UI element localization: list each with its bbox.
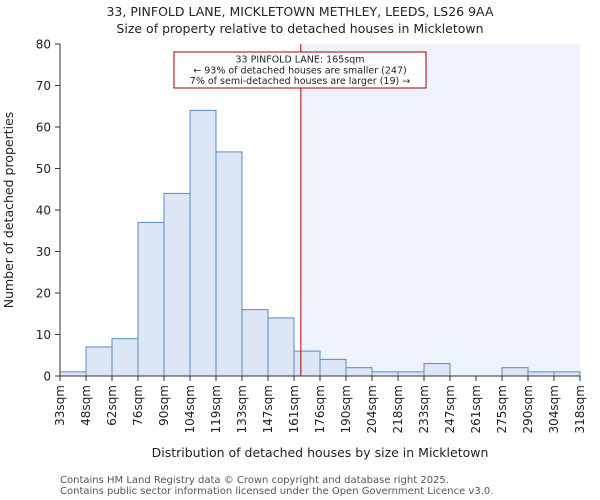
x-tick-label: 176sqm	[313, 385, 327, 433]
annotation-line-3: 7% of semi-detached houses are larger (1…	[190, 76, 410, 87]
histogram-bar-161sqm	[293, 350, 321, 377]
x-tick-label: 119sqm	[209, 385, 223, 433]
annotation-line-2: ← 93% of detached houses are smaller (24…	[193, 66, 406, 77]
x-tick-label: 218sqm	[391, 385, 405, 433]
histogram-bar-275sqm	[501, 367, 529, 377]
histogram-bar-204sqm	[371, 371, 399, 377]
footer-copyright: Contains HM Land Registry data © Crown c…	[60, 475, 449, 486]
x-tick-label: 133sqm	[235, 385, 249, 433]
footer-licence: Contains public sector information licen…	[60, 486, 493, 497]
y-tick-label: 20	[36, 287, 51, 301]
histogram-bar-90sqm	[163, 192, 191, 377]
y-tick-label: 0	[43, 370, 51, 384]
x-tick-label: 261sqm	[469, 385, 483, 433]
larger-region-shading	[300, 44, 580, 376]
histogram-bar-33sqm	[59, 371, 87, 377]
x-tick-label: 33sqm	[53, 385, 67, 426]
x-axis-label: Distribution of detached houses by size …	[152, 445, 489, 460]
annotation-line-1: 33 PINFOLD LANE: 165sqm	[235, 55, 364, 66]
histogram-bar-218sqm	[397, 371, 425, 377]
y-tick-label: 40	[36, 204, 51, 218]
x-tick-label: 275sqm	[495, 385, 509, 433]
y-tick-label: 80	[36, 38, 51, 52]
y-tick-label: 70	[36, 79, 51, 93]
histogram-bar-76sqm	[137, 221, 165, 377]
y-tick-label: 10	[36, 328, 51, 342]
histogram-bar-119sqm	[215, 151, 243, 377]
x-tick-label: 318sqm	[573, 385, 587, 433]
histogram-bar-176sqm	[319, 358, 347, 377]
y-tick-label: 50	[36, 162, 51, 176]
x-tick-label: 204sqm	[365, 385, 379, 433]
annotation-frame	[173, 51, 427, 89]
histogram-bar-304sqm	[553, 371, 581, 377]
x-tick-label: 48sqm	[79, 385, 93, 426]
x-tick-label: 233sqm	[417, 385, 431, 433]
x-tick-label: 161sqm	[287, 385, 301, 433]
histogram-bar-62sqm	[111, 338, 139, 377]
y-axis-label: Number of detached properties	[1, 112, 16, 309]
y-tick-label: 60	[36, 121, 51, 135]
x-tick-label: 90sqm	[157, 385, 171, 426]
x-tick-label: 247sqm	[443, 385, 457, 433]
x-tick-label: 62sqm	[105, 385, 119, 426]
chart-title: 33, PINFOLD LANE, MICKLETOWN METHLEY, LE…	[106, 4, 493, 19]
x-tick-label: 104sqm	[183, 385, 197, 433]
x-tick-label: 147sqm	[261, 385, 275, 433]
histogram-bar-233sqm	[423, 363, 451, 377]
histogram-bar-190sqm	[345, 367, 373, 377]
histogram-bar-104sqm	[189, 109, 217, 377]
histogram-bar-48sqm	[85, 346, 113, 377]
x-tick-label: 290sqm	[521, 385, 535, 433]
histogram-bar-147sqm	[267, 317, 295, 377]
histogram-bar-290sqm	[527, 371, 555, 377]
x-ticks-group: 33sqm 48sqm 62sqm 76sqm 90sqm 104sqm 119sqm 133…	[53, 376, 587, 433]
annotation-box: 33 PINFOLD LANE: 165sqm ← 93% of detache…	[173, 51, 427, 89]
bars-group	[59, 109, 581, 377]
chart-subtitle: Size of property relative to detached ho…	[116, 21, 483, 36]
y-ticks-group: 0 10 20 30 40 50 60 70 80	[36, 38, 60, 384]
histogram-bar-133sqm	[241, 309, 269, 377]
y-tick-label: 30	[36, 245, 51, 259]
x-tick-label: 76sqm	[131, 385, 145, 426]
x-tick-label: 304sqm	[547, 385, 561, 433]
x-tick-label: 190sqm	[339, 385, 353, 433]
